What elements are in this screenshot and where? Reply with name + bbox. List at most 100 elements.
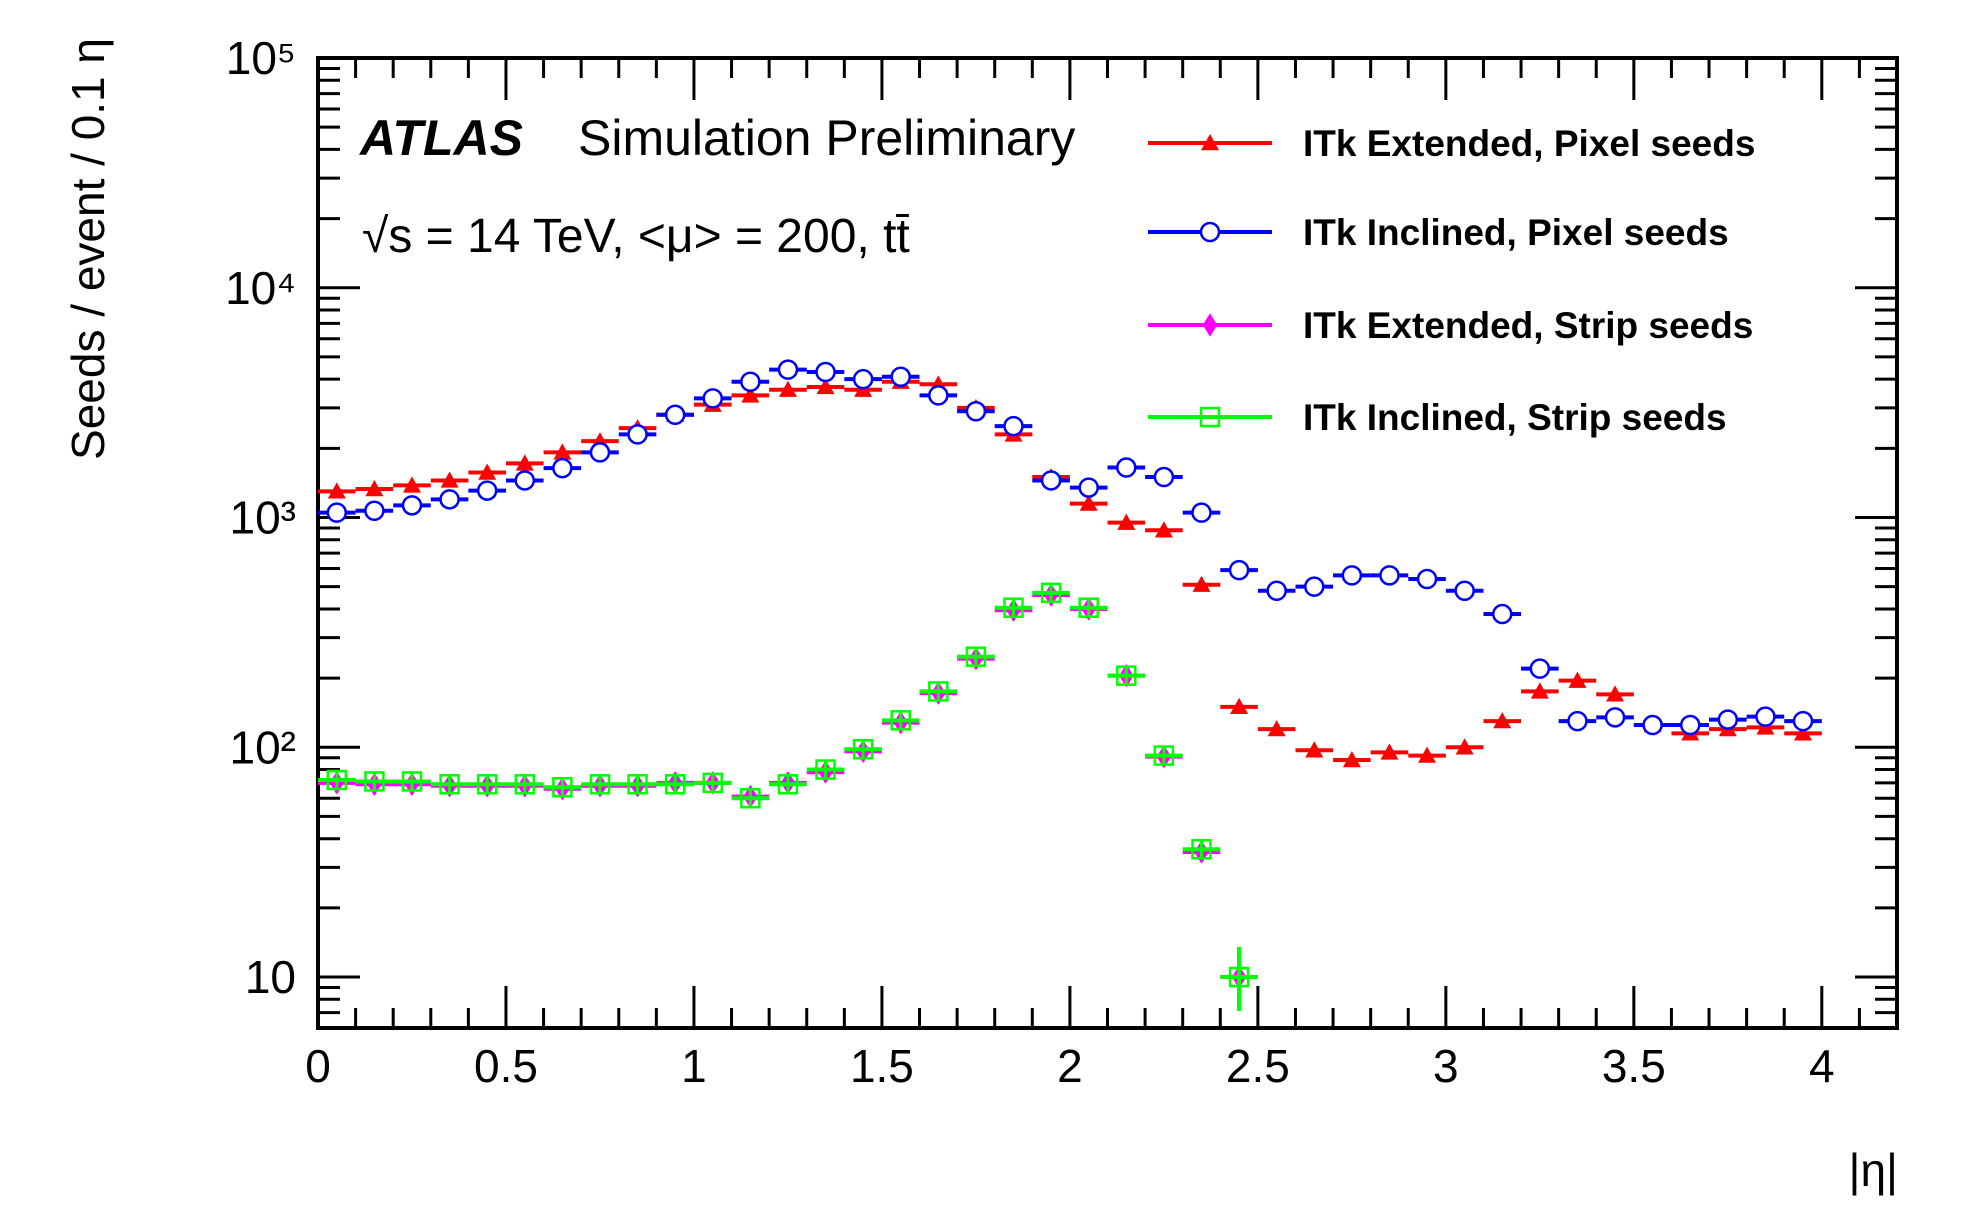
data-point	[769, 380, 807, 397]
circle-marker	[1191, 502, 1212, 523]
data-point	[1220, 947, 1258, 1012]
circle-marker	[1116, 457, 1137, 478]
data-point	[919, 385, 958, 406]
y-tick-label: 10⁴	[225, 262, 296, 314]
square-marker	[1003, 597, 1024, 618]
data-point	[1257, 720, 1296, 737]
data-point	[1032, 582, 1070, 604]
triangle-marker	[1267, 720, 1286, 737]
data-point	[1295, 576, 1334, 597]
data-point	[1746, 706, 1785, 727]
data-point	[1069, 597, 1108, 618]
circle-marker	[364, 500, 385, 522]
legend-item: ITk Inclined, Pixel seeds	[1148, 212, 1729, 253]
square-marker	[1040, 582, 1062, 604]
data-point	[318, 482, 356, 499]
data-point	[468, 463, 506, 480]
data-point	[430, 489, 469, 510]
data-point	[1069, 477, 1108, 498]
data-point	[1709, 709, 1747, 730]
circle-marker	[702, 388, 723, 409]
data-point	[1182, 502, 1221, 523]
legend: ITk Extended, Pixel seeds ITk Inclined, P…	[1148, 123, 1755, 438]
data-point	[1370, 743, 1409, 760]
circle-marker	[1792, 710, 1814, 732]
circle-marker	[1416, 568, 1438, 590]
data-point	[468, 774, 506, 795]
data-point	[1558, 671, 1597, 688]
data-point	[505, 470, 544, 491]
x-tick-label: 0.5	[474, 1040, 538, 1092]
data-point	[1333, 751, 1371, 768]
data-point	[1784, 710, 1822, 732]
data-point	[1445, 580, 1484, 602]
square-marker	[815, 759, 836, 780]
square-marker	[364, 771, 385, 792]
square-marker	[1228, 966, 1250, 988]
data-point	[881, 710, 920, 731]
data-point	[355, 771, 394, 792]
triangle-marker	[1794, 724, 1813, 741]
square-marker	[627, 774, 648, 795]
data-point	[1220, 559, 1258, 581]
data-point	[731, 371, 770, 392]
data-point	[656, 774, 694, 795]
x-tick-label: 2.5	[1226, 1040, 1290, 1092]
data-point	[693, 388, 732, 409]
circle-marker	[890, 366, 911, 387]
triangle-marker	[1305, 741, 1324, 758]
circle-marker	[664, 404, 686, 426]
series-2	[318, 359, 1822, 736]
triangle-marker	[440, 471, 459, 488]
data-point	[355, 500, 394, 522]
y-axis-label: Seeds / event / 0.1 η	[62, 38, 114, 460]
data-point	[430, 774, 469, 795]
data-point	[505, 774, 544, 795]
data-point	[505, 454, 544, 471]
triangle-marker	[1455, 738, 1474, 755]
data-point	[1445, 738, 1484, 755]
triangle-marker	[478, 463, 497, 480]
data-point	[844, 368, 882, 390]
data-point	[1032, 470, 1070, 491]
triangle-marker	[1380, 743, 1399, 760]
square-marker	[401, 771, 423, 792]
triangle-marker	[1201, 134, 1219, 151]
circle-marker	[476, 480, 498, 501]
x-tick-label: 3	[1433, 1040, 1459, 1092]
y-tick-label: 10	[245, 951, 296, 1003]
circle-marker	[965, 401, 987, 422]
data-point	[618, 424, 657, 445]
y-axis: 10 10² 10³ 10⁴ 10⁵	[225, 32, 1897, 1030]
data-point	[769, 359, 807, 380]
circle-marker	[1529, 658, 1551, 679]
circle-marker	[1304, 576, 1325, 597]
triangle-marker	[553, 443, 572, 460]
triangle-marker	[1606, 685, 1625, 702]
circle-marker	[401, 495, 423, 516]
data-point	[994, 415, 1033, 437]
triangle-marker	[778, 380, 797, 397]
data-point	[318, 769, 356, 791]
data-point	[1295, 741, 1334, 758]
data-point	[468, 480, 506, 501]
data-point	[393, 476, 431, 493]
circle-marker	[1003, 415, 1024, 437]
data-point	[1521, 658, 1559, 679]
data-point	[355, 480, 394, 497]
data-point	[1596, 707, 1634, 728]
square-marker	[890, 710, 911, 731]
data-point	[1408, 568, 1446, 590]
subtitle-label: Simulation Preliminary	[578, 110, 1075, 166]
data-point	[881, 366, 920, 387]
data-point	[693, 772, 732, 794]
circle-marker	[514, 470, 536, 491]
x-tick-label: 3.5	[1602, 1040, 1666, 1092]
data-point	[543, 443, 582, 460]
circle-marker	[1604, 707, 1626, 728]
series-1	[318, 372, 1822, 768]
experiment-label: ATLAS	[358, 110, 523, 166]
triangle-marker	[1117, 513, 1136, 530]
data-point	[1182, 575, 1221, 592]
square-marker	[664, 774, 686, 795]
